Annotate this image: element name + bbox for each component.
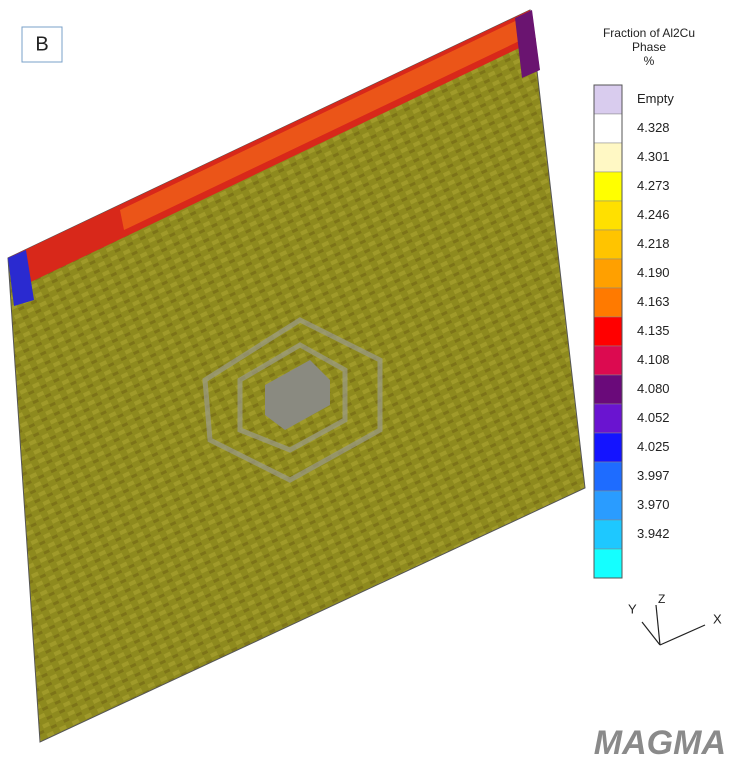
legend-swatch bbox=[594, 288, 622, 317]
legend-swatch bbox=[594, 172, 622, 201]
legend-swatch bbox=[594, 549, 622, 578]
legend-label: 4.080 bbox=[637, 381, 670, 396]
legend-label: 4.190 bbox=[637, 265, 670, 280]
legend-title: % bbox=[644, 54, 655, 68]
legend-label: 4.301 bbox=[637, 149, 670, 164]
legend-title: Phase bbox=[632, 40, 666, 54]
legend-label: 4.328 bbox=[637, 120, 670, 135]
panel-label: B bbox=[35, 33, 48, 55]
legend-label: 4.135 bbox=[637, 323, 670, 338]
legend-swatch bbox=[594, 375, 622, 404]
legend-swatch bbox=[594, 259, 622, 288]
axis-y-label: Y bbox=[628, 601, 637, 616]
legend-swatch bbox=[594, 317, 622, 346]
axis-x-label: X bbox=[713, 611, 722, 626]
legend-swatch bbox=[594, 404, 622, 433]
legend-swatch bbox=[594, 143, 622, 172]
legend-label: Empty bbox=[637, 91, 674, 106]
legend-label: 4.108 bbox=[637, 352, 670, 367]
legend-swatch bbox=[594, 491, 622, 520]
legend-label: 4.052 bbox=[637, 410, 670, 425]
logo: MAGMA bbox=[594, 724, 726, 758]
legend-label: 4.273 bbox=[637, 178, 670, 193]
legend-label: 4.025 bbox=[637, 439, 670, 454]
legend-swatch bbox=[594, 114, 622, 143]
legend-swatch bbox=[594, 462, 622, 491]
axis-triad bbox=[642, 605, 705, 645]
axis-z-label: Z bbox=[658, 592, 665, 606]
legend-title: Fraction of Al2Cu bbox=[603, 26, 695, 40]
panel-label-box: B bbox=[22, 27, 62, 62]
legend-swatch bbox=[594, 230, 622, 259]
legend-swatch bbox=[594, 433, 622, 462]
legend-label: 4.163 bbox=[637, 294, 670, 309]
legend-label: 4.218 bbox=[637, 236, 670, 251]
legend-label: 3.997 bbox=[637, 468, 670, 483]
legend-swatch bbox=[594, 520, 622, 549]
legend-label: 3.942 bbox=[637, 526, 670, 541]
legend-swatch bbox=[594, 346, 622, 375]
legend-label: 3.970 bbox=[637, 497, 670, 512]
screenshot: B Fraction of Al2CuPhase% Empty 4.328 4.301… bbox=[0, 0, 731, 758]
legend-label: 4.246 bbox=[637, 207, 670, 222]
plate bbox=[8, 10, 585, 742]
legend-swatch bbox=[594, 201, 622, 230]
legend-swatch bbox=[594, 85, 622, 114]
